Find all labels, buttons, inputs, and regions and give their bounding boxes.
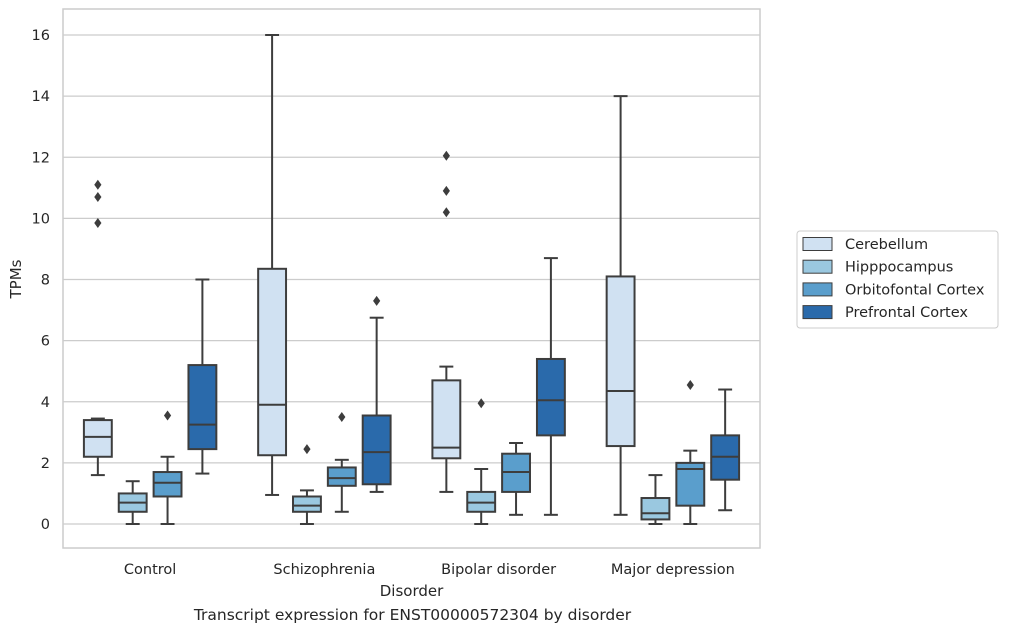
- legend-frame: [796, 230, 999, 329]
- outlier-point: [373, 295, 381, 306]
- legend-swatch: [802, 237, 833, 251]
- y-tick-label: 0: [41, 517, 50, 533]
- legend: Cerebellum Hipppocampus Orbitofontal Corte…: [796, 230, 999, 329]
- outlier-point: [94, 191, 102, 202]
- box-group: [361, 295, 392, 493]
- y-tick-label: 12: [32, 150, 50, 166]
- box-group: [466, 398, 497, 525]
- outlier-point: [94, 217, 102, 228]
- box-group: [501, 442, 531, 516]
- box: [326, 466, 357, 487]
- legend-swatch: [802, 282, 833, 297]
- x-tick-label: Bipolar disorder: [441, 562, 556, 578]
- outlier-point: [442, 185, 450, 196]
- box: [605, 275, 636, 448]
- box: [257, 267, 288, 457]
- outlier-point: [686, 379, 694, 390]
- x-axis-label: Disorder: [380, 582, 444, 600]
- box: [187, 364, 218, 451]
- box-group: [710, 388, 741, 512]
- outlier-point: [94, 179, 102, 190]
- box-group: [640, 474, 671, 525]
- y-tick-labels: 0 2 4 6 8 10 12 14 16: [32, 28, 50, 533]
- box-group: [431, 150, 462, 493]
- y-tick-label: 10: [32, 211, 50, 227]
- box: [82, 419, 113, 458]
- legend-swatch: [802, 305, 833, 320]
- box: [431, 379, 462, 460]
- y-tick-label: 6: [41, 334, 50, 350]
- outlier-point: [303, 444, 311, 455]
- outlier-point: [338, 412, 346, 423]
- y-tick-label: 2: [41, 456, 50, 472]
- box-group: [117, 480, 148, 525]
- y-axis-label: TPMs: [7, 259, 25, 299]
- boxes: [82, 34, 741, 525]
- box-group: [675, 379, 706, 525]
- outlier-point: [442, 207, 450, 218]
- box: [640, 497, 671, 521]
- x-tick-label: Major depression: [611, 562, 735, 578]
- box-group: [326, 412, 357, 513]
- legend-swatch: [802, 259, 833, 274]
- box-group: [257, 34, 288, 496]
- legend-items: Cerebellum Hipppocampus Orbitofontal Corte…: [802, 237, 985, 321]
- gridlines: [63, 34, 760, 525]
- box: [152, 471, 183, 498]
- box: [292, 495, 322, 513]
- legend-label: Orbitofontal Cortex: [845, 282, 985, 298]
- outlier-point: [163, 410, 172, 421]
- y-tick-label: 8: [41, 273, 50, 289]
- x-tick-label: Schizophrenia: [273, 562, 375, 578]
- x-tick-labels: Control Schizophrenia Bipolar disorder Majo…: [124, 562, 735, 578]
- box-group: [152, 410, 183, 525]
- y-tick-label: 14: [32, 89, 50, 105]
- legend-label: Cerebellum: [845, 237, 928, 253]
- box-group: [292, 444, 322, 525]
- box-group: [605, 95, 636, 516]
- y-tick-label: 4: [41, 395, 50, 411]
- legend-label: Hipppocampus: [845, 260, 953, 276]
- box-group: [187, 278, 218, 475]
- box: [361, 414, 392, 486]
- box: [535, 357, 566, 437]
- box-group: [82, 179, 113, 477]
- chart-caption: Transcript expression for ENST0000057230…: [193, 606, 632, 624]
- y-tick-label: 16: [32, 28, 50, 44]
- legend-label: Prefrontal Cortex: [845, 305, 968, 321]
- outlier-point: [477, 398, 485, 409]
- box: [675, 461, 706, 507]
- plot-area-frame: [62, 8, 761, 549]
- outlier-point: [442, 150, 450, 161]
- box-group: [535, 257, 566, 516]
- x-tick-label: Control: [124, 562, 176, 578]
